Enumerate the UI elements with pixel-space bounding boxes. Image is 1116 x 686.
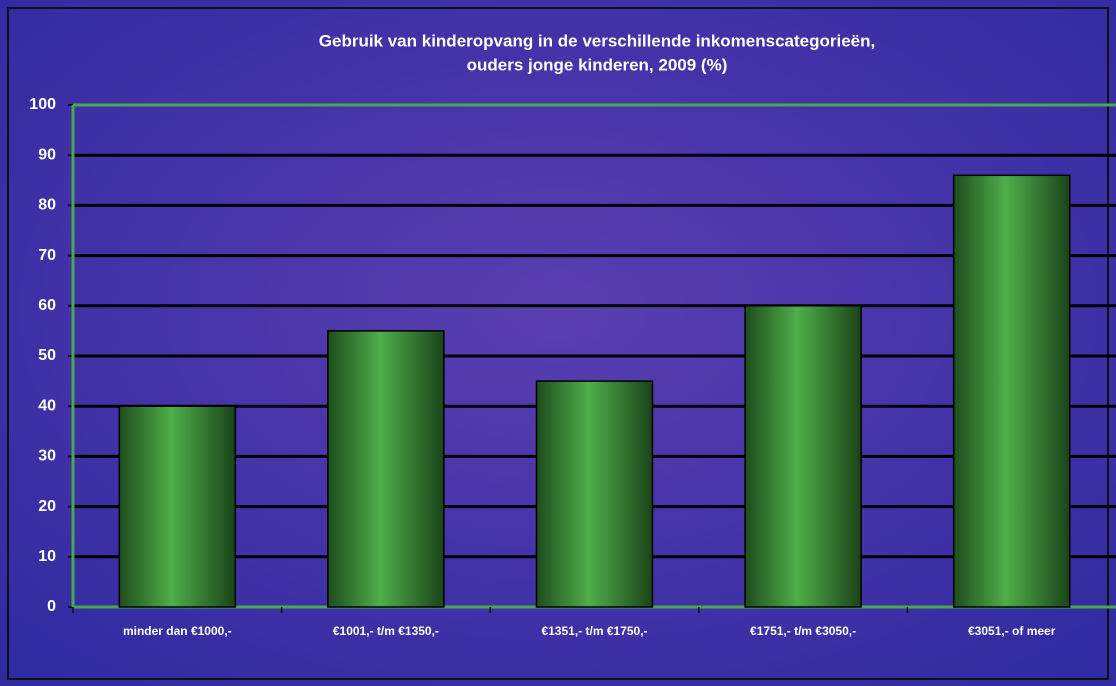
y-tick-label: 60: [38, 297, 56, 314]
chart-title: ouders jonge kinderen, 2009 (%): [467, 55, 728, 74]
bar: [954, 175, 1070, 607]
chart: Gebruik van kinderopvang in de verschill…: [0, 0, 1116, 686]
y-tick-label: 10: [38, 548, 56, 565]
y-tick-label: 30: [38, 448, 56, 465]
bar: [745, 306, 861, 607]
x-tick-label: €1751,- t/m €3050,-: [750, 624, 856, 638]
bar: [328, 331, 444, 607]
y-tick-label: 100: [29, 96, 56, 113]
x-tick-label: €3051,- of meer: [968, 624, 1056, 638]
page: Gebruik van kinderopvang in de verschill…: [0, 0, 1116, 686]
chart-title: Gebruik van kinderopvang in de verschill…: [319, 31, 875, 50]
bar: [119, 406, 235, 607]
y-tick-label: 20: [38, 498, 56, 515]
y-tick-label: 70: [38, 247, 56, 264]
y-tick-label: 40: [38, 397, 56, 414]
x-tick-label: €1001,- t/m €1350,-: [333, 624, 439, 638]
y-tick-label: 50: [38, 347, 56, 364]
y-tick-label: 80: [38, 197, 56, 214]
x-tick-label: minder dan €1000,-: [123, 624, 232, 638]
y-tick-label: 90: [38, 146, 56, 163]
y-tick-label: 0: [47, 598, 56, 615]
bar: [537, 381, 653, 607]
x-tick-label: €1351,- t/m €1750,-: [541, 624, 647, 638]
